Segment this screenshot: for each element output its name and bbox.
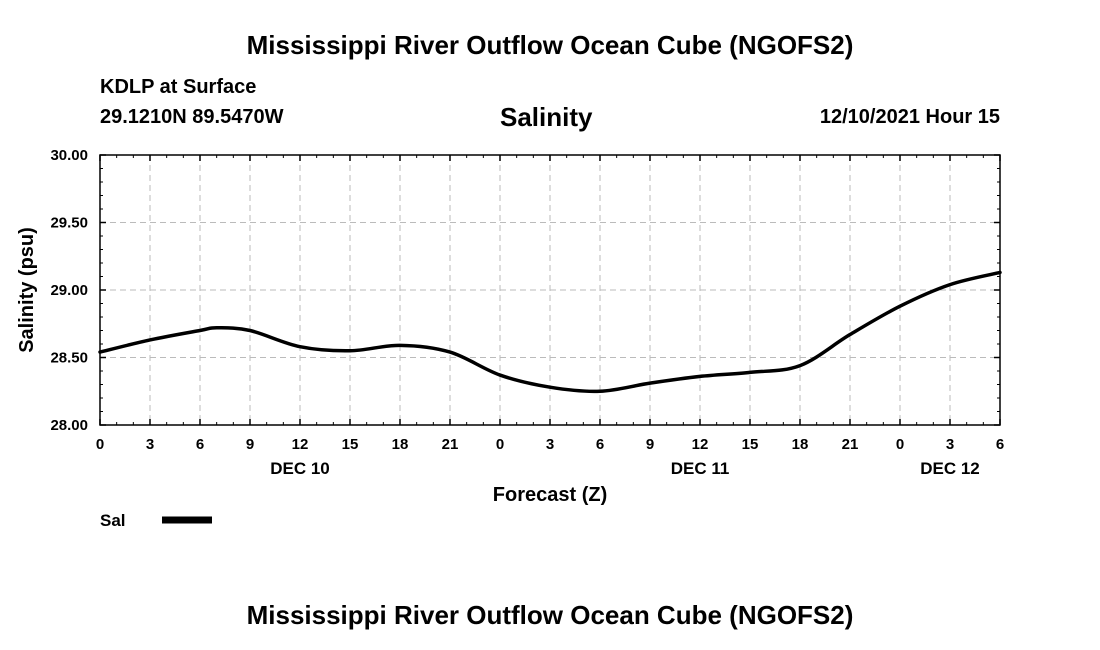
x-tick-label: 3 [946, 436, 954, 453]
day-labels: DEC 10 DEC 11 DEC 12 [270, 459, 980, 478]
x-tick-label: 0 [896, 436, 904, 453]
x-tick-label: 21 [842, 436, 859, 453]
x-tick-label: 0 [96, 436, 104, 453]
salinity-series-line [98, 270, 1002, 394]
x-tick-label: 3 [546, 436, 554, 453]
valid-time-label: 12/10/2021 Hour 15 [819, 106, 1000, 128]
y-tick-label: 29.50 [50, 215, 88, 232]
x-tick-label: 6 [996, 436, 1004, 453]
day-label: DEC 11 [671, 459, 730, 478]
x-tick-label: 21 [442, 436, 459, 453]
plot-title: Salinity [500, 102, 593, 132]
x-tick-label: 6 [596, 436, 604, 453]
x-tick-label: 9 [646, 436, 654, 453]
chart-title-bottom: Mississippi River Outflow Ocean Cube (NG… [246, 600, 854, 630]
x-tick-label: 12 [292, 436, 309, 453]
day-label: DEC 12 [920, 459, 980, 478]
chart-title-top: Mississippi River Outflow Ocean Cube (NG… [246, 30, 854, 60]
y-tick-label: 30.00 [50, 147, 88, 164]
x-tick-label: 12 [692, 436, 709, 453]
x-tick-label: 0 [496, 436, 504, 453]
x-tick-label: 6 [196, 436, 204, 453]
coordinates-label: 29.1210N 89.5470W [100, 106, 284, 128]
x-axis-label: Forecast (Z) [493, 484, 607, 506]
y-tick-label: 28.50 [50, 350, 88, 367]
x-tick-label: 15 [742, 436, 759, 453]
y-tick-label: 28.00 [50, 417, 88, 434]
x-tick-label: 15 [342, 436, 359, 453]
y-axis-label: Salinity (psu) [16, 227, 38, 353]
y-tick-label: 29.00 [50, 282, 88, 299]
x-tick-label: 9 [246, 436, 254, 453]
day-label: DEC 10 [270, 459, 330, 478]
x-tick-label: 18 [392, 436, 409, 453]
legend-label: Sal [100, 511, 126, 530]
x-tick-labels: 0 3 6 9 12 15 18 21 0 3 6 9 12 15 18 21 0 3 6 [96, 436, 1004, 453]
axis-ticks [99, 154, 1001, 426]
y-tick-labels: 28.00 28.50 29.00 29.50 30.00 [50, 147, 88, 434]
x-tick-label: 18 [792, 436, 809, 453]
grid-lines [100, 155, 1000, 425]
x-tick-label: 3 [146, 436, 154, 453]
station-label: KDLP at Surface [100, 76, 257, 98]
